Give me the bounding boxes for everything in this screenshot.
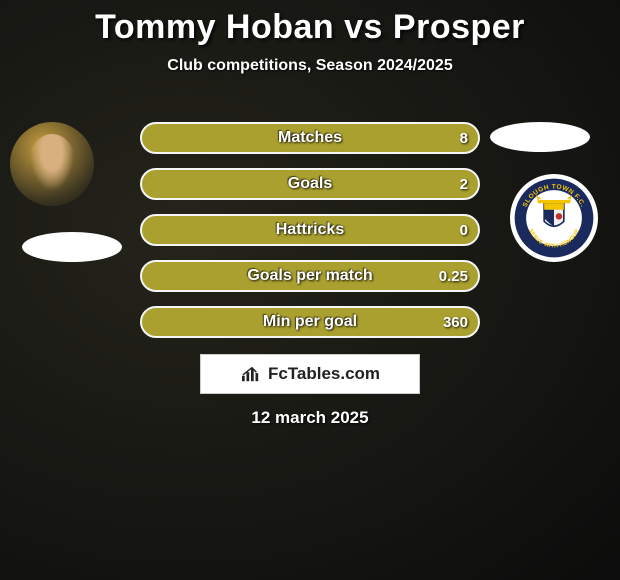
bar-row: Hattricks 0 bbox=[140, 214, 480, 246]
bar-label: Hattricks bbox=[276, 221, 344, 239]
bar-right-value: 8 bbox=[460, 130, 468, 147]
bar-right-value: 360 bbox=[443, 314, 468, 331]
page-title: Tommy Hoban vs Prosper bbox=[0, 8, 620, 47]
bar-right-value: 0 bbox=[460, 222, 468, 239]
bar-label: Goals bbox=[288, 175, 332, 193]
bar-label: Goals per match bbox=[247, 267, 372, 285]
date: 12 march 2025 bbox=[0, 408, 620, 428]
player-right-logo bbox=[490, 122, 590, 152]
player-left-avatar bbox=[10, 122, 94, 206]
bar-chart-icon bbox=[240, 365, 262, 383]
bar-label: Matches bbox=[278, 129, 342, 147]
bar-row: Matches 8 bbox=[140, 122, 480, 154]
brand-text: FcTables.com bbox=[268, 364, 380, 384]
brand-box: FcTables.com bbox=[200, 354, 420, 394]
bar-row: Goals per match 0.25 bbox=[140, 260, 480, 292]
bar-row: Min per goal 360 bbox=[140, 306, 480, 338]
bar-row: Goals 2 bbox=[140, 168, 480, 200]
player-left-logo bbox=[22, 232, 122, 262]
subtitle: Club competitions, Season 2024/2025 bbox=[0, 57, 620, 75]
bar-label: Min per goal bbox=[263, 313, 357, 331]
player-right-badge: SLOUGH TOWN F.C. SERVE WITH HONOUR bbox=[510, 174, 598, 262]
comparison-bars: Matches 8 Goals 2 Hattricks 0 Goals per … bbox=[140, 122, 480, 352]
club-badge-icon: SLOUGH TOWN F.C. SERVE WITH HONOUR bbox=[513, 177, 595, 259]
bar-right-value: 2 bbox=[460, 176, 468, 193]
bar-right-value: 0.25 bbox=[439, 268, 468, 285]
